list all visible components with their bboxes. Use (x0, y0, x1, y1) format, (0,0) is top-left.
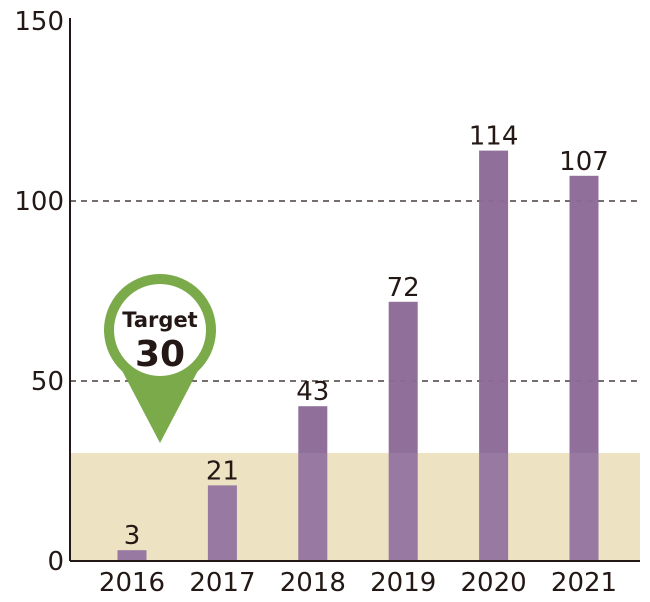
data-label: 72 (387, 273, 420, 303)
bar-2020 (479, 150, 509, 561)
y-tick-label: 0 (47, 547, 64, 577)
bar-overlay (207, 485, 237, 561)
target-marker: Target 30 (104, 274, 217, 443)
bar-2019 (388, 301, 418, 561)
data-label: 3 (124, 521, 141, 551)
data-label: 107 (559, 147, 609, 177)
bars (117, 150, 599, 562)
target-label: Target (122, 308, 197, 332)
bar-2021 (569, 175, 599, 562)
bar-overlay (298, 453, 328, 561)
bar-2016 (117, 550, 147, 561)
data-labels: 3 21 43 72 114 107 (124, 122, 609, 552)
target-marker-inner (114, 284, 206, 376)
y-tick-label: 100 (14, 187, 64, 217)
data-label: 43 (296, 377, 329, 407)
grid-lines (70, 200, 640, 382)
x-tick-label: 2018 (280, 568, 346, 598)
y-tick-label: 50 (31, 367, 64, 397)
bar-overlay (479, 453, 509, 561)
x-tick-label: 2019 (370, 568, 436, 598)
target-value: 30 (135, 334, 185, 375)
x-tick-label: 2017 (189, 568, 255, 598)
y-axis-ticks: 0 50 100 150 (14, 7, 64, 577)
target-zone-band (70, 453, 640, 561)
x-tick-label: 2020 (461, 568, 527, 598)
bar-overlay (569, 453, 599, 561)
y-tick-label: 150 (14, 7, 64, 37)
bar-2017 (207, 485, 237, 561)
x-axis-ticks: 2016 2017 2018 2019 2020 2021 (99, 568, 617, 598)
x-tick-label: 2016 (99, 568, 165, 598)
bar-overlay (388, 453, 418, 561)
data-label: 114 (469, 122, 519, 152)
data-label: 21 (206, 456, 239, 486)
x-tick-label: 2021 (551, 568, 617, 598)
bar-overlay (117, 550, 147, 561)
bar-2018 (298, 406, 328, 561)
